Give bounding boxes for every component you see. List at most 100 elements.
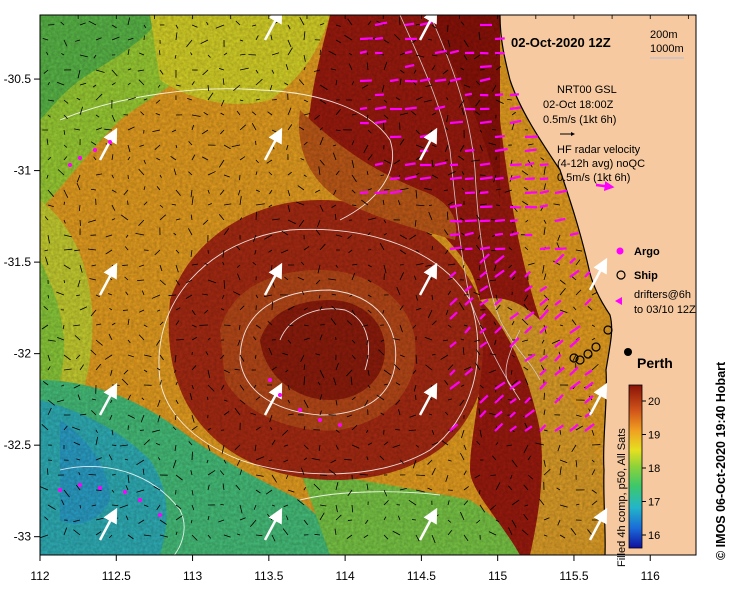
nrt-vector [366,62,369,71]
nrt-vector [138,219,145,226]
hf-radar-vectors [359,21,595,432]
hf-vector [554,217,566,223]
nrt-vector [446,97,449,101]
colorbar-ticks: 16 17 18 19 20 [642,396,660,542]
nrt-vector [463,366,472,371]
nrt-vector [190,52,193,56]
x-tick-label: 113 [183,569,202,583]
hf-vector [509,93,519,97]
hf-vector [539,354,548,362]
hf-vector [569,269,580,278]
nrt-vector [447,170,456,176]
nrt-vector [367,154,373,161]
nrt-vector [490,504,497,511]
hf-vector [554,339,564,348]
nrt-vector [141,290,145,296]
nrt-vector [236,264,241,268]
nrt-vector [75,354,81,360]
nrt-vector [270,34,273,41]
nrt-vector [415,474,425,476]
nrt-legend-time: 02-Oct 18:00Z [543,99,614,111]
nrt-vector [218,519,225,523]
hf-vector [359,191,369,195]
hf-vector [584,369,593,376]
nrt-vector [40,486,49,491]
nrt-vector [46,51,49,56]
nrt-vector [319,504,327,507]
nrt-vector [399,234,408,240]
nrt-vector [95,69,105,73]
nrt-vector [383,264,387,274]
nrt-vector [303,519,309,526]
nrt-vector [447,500,450,506]
nrt-vector [109,414,113,421]
nrt-vector [447,324,452,328]
nrt-vector [300,261,305,266]
nrt-vector [367,98,372,101]
nrt-vector [364,399,369,407]
nrt-vector [556,487,561,491]
nrt-vector [189,392,193,401]
nrt-vector [521,529,529,536]
nrt-vector [159,534,169,538]
nrt-vector [191,309,196,316]
nrt-vector [63,219,66,224]
nrt-vector [447,290,452,296]
nrt-vector [282,429,289,436]
nrt-vector [127,474,130,484]
x-tick-label: 115 [488,569,507,583]
nrt-vector [319,99,327,104]
nrt-vector [190,249,193,257]
nrt-vector [263,294,273,297]
nrt-vector [255,294,259,299]
nrt-vector [351,81,355,86]
nrt-vector [328,469,337,476]
nrt-vector [127,82,131,86]
mean-current-arrow [263,507,283,541]
nrt-vector [473,54,481,60]
nrt-vector [61,53,65,56]
nrt-vector [524,504,529,507]
nrt-vector [366,483,369,491]
nrt-vector [335,362,339,371]
nrt-vector [447,398,453,401]
hf-vector [449,297,458,306]
nrt-vector [95,339,103,346]
nrt-vector [270,427,273,431]
nrt-vector [415,294,418,301]
hf-vector [554,247,567,251]
nrt-vector [511,276,516,281]
nrt-vector [493,264,497,272]
nrt-vector [124,246,129,251]
nrt-vector [191,324,197,328]
nrt-vector [255,35,259,41]
nrt-vector [415,534,420,542]
nrt-vector [233,291,241,296]
nrt-vector [191,336,198,341]
nrt-vector [479,384,484,389]
nrt-vector [431,159,434,168]
nrt-vector [383,441,389,446]
nrt-vector [175,399,179,405]
nrt-vector [250,412,257,416]
nrt-vector [191,24,198,28]
nrt-vector [379,455,385,461]
nrt-vector [89,278,97,281]
nrt-vector [415,189,418,199]
nrt-vector [399,305,404,311]
nrt-vector [346,320,353,326]
nrt-vector [319,410,322,416]
nrt-vector [511,111,517,116]
nrt-vector [175,307,181,311]
nrt-vector [523,484,529,491]
nrt-vector [76,294,81,297]
nrt-vector [174,354,177,363]
nrt-vector [543,459,546,467]
hf-vector [449,341,457,348]
hf-vector [554,189,568,195]
nrt-vector [365,519,369,524]
hf-vector [464,148,475,153]
nrt-vector [215,24,225,29]
nrt-vector [314,533,321,536]
nrt-vector [173,168,177,176]
